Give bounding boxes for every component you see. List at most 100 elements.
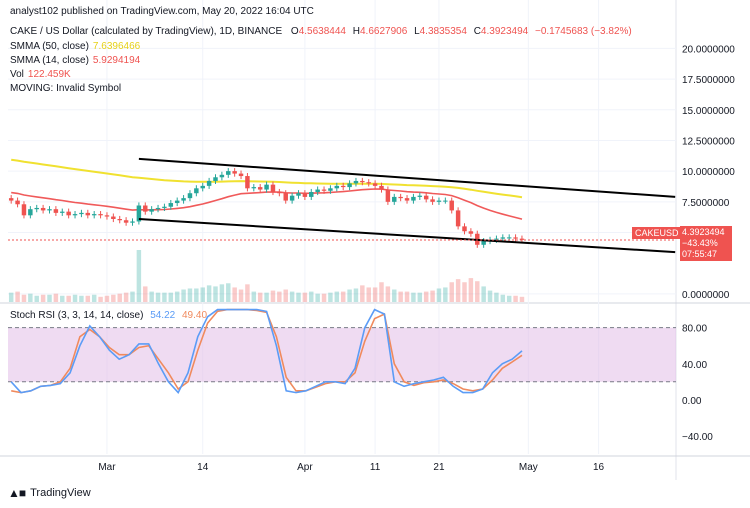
- price-tick-label: 20.0000000: [682, 44, 735, 55]
- instrument-title: CAKE / US Dollar (calculated by TradingV…: [10, 26, 283, 37]
- stoch-tick-label: 80.00: [682, 324, 707, 335]
- candle-body: [289, 195, 295, 201]
- candle-body: [40, 207, 46, 211]
- candle-body: [98, 214, 103, 216]
- volume-bar: [417, 292, 423, 302]
- volume-bar: [257, 292, 263, 302]
- stoch-d-value: 49.40: [182, 310, 208, 321]
- volume-bar: [443, 287, 448, 302]
- candle-body: [206, 180, 212, 186]
- ohlc-change: −0.1745683 (−3.82%): [534, 26, 632, 37]
- volume-bar: [66, 295, 71, 302]
- candle-body: [200, 185, 205, 189]
- volume-bar: [360, 285, 365, 302]
- volume-bar: [187, 288, 193, 302]
- volume-bar: [519, 296, 525, 302]
- candle-body: [143, 205, 148, 212]
- candle-body: [340, 185, 346, 188]
- candle-body: [174, 200, 180, 204]
- candle-body: [194, 188, 199, 194]
- candle-body: [449, 200, 454, 211]
- candle-body: [270, 184, 276, 192]
- volume-bar: [155, 292, 161, 302]
- candle-body: [34, 207, 39, 210]
- volume-bar: [404, 291, 410, 302]
- sma14-value: 5.9294194: [92, 55, 141, 66]
- volume-bar: [309, 291, 314, 302]
- volume-bar: [34, 295, 39, 302]
- volume-bar: [136, 250, 142, 302]
- candle-body: [379, 185, 384, 190]
- moving-label: MOVING: Invalid Symbol: [10, 83, 122, 94]
- candle-body: [213, 177, 218, 181]
- tradingview-logo-icon: ▲■: [8, 486, 26, 500]
- sma50-value: 7.6396466: [92, 41, 141, 52]
- volume-bar: [53, 293, 59, 302]
- volume-bar: [117, 293, 122, 302]
- stoch-tick-label: −40.00: [682, 432, 713, 443]
- candle-body: [385, 189, 391, 202]
- moving-legend[interactable]: MOVING: Invalid Symbol: [10, 83, 121, 94]
- volume-bar: [481, 286, 486, 302]
- volume-bar: [181, 289, 186, 302]
- volume-bar: [430, 290, 435, 302]
- volume-bar: [21, 294, 27, 302]
- time-tick-label: 21: [433, 462, 445, 473]
- candle-body: [8, 198, 14, 201]
- candle-body: [60, 211, 65, 213]
- volume-bar: [462, 282, 467, 302]
- candle-body: [47, 209, 52, 211]
- stoch-legend[interactable]: Stoch RSI (3, 3, 14, 14, close) 54.22 49…: [10, 310, 207, 321]
- lower-channel-line: [138, 218, 676, 254]
- volume-bar: [28, 293, 33, 302]
- candle-body: [168, 203, 174, 207]
- volume-bar: [347, 289, 352, 302]
- ohlc-open-label: O: [290, 26, 299, 37]
- bar-countdown: 07:55:47: [682, 249, 718, 259]
- volume-bar: [398, 291, 403, 302]
- volume-bar: [91, 294, 97, 302]
- candle-body: [366, 182, 371, 184]
- sma14-legend[interactable]: SMMA (14, close) 5.9294194: [10, 55, 140, 66]
- stoch-tick-label: 0.00: [682, 396, 702, 407]
- volume-bar: [315, 293, 320, 302]
- candle-body: [264, 184, 269, 190]
- stoch-k-line: [10, 308, 523, 395]
- stoch-tick-label: 40.00: [682, 360, 707, 371]
- candle-body: [111, 216, 116, 219]
- candle-body: [506, 237, 512, 239]
- volume-bar: [328, 292, 333, 302]
- tradingview-footer[interactable]: ▲■ TradingView: [8, 486, 91, 500]
- candle-body: [500, 237, 506, 239]
- volume-bar: [366, 287, 371, 302]
- candle-body: [494, 238, 499, 240]
- volume-bar: [334, 291, 340, 302]
- footer-brand: TradingView: [30, 487, 91, 499]
- symbol-price-tag: CAKEUSD: [632, 227, 682, 239]
- volume-bar: [385, 286, 391, 302]
- volume-bar: [379, 282, 384, 302]
- volume-bar: [162, 292, 167, 302]
- sma50-legend[interactable]: SMMA (50, close) 7.6396466: [10, 41, 140, 52]
- sma14-label: SMMA (14, close): [10, 55, 89, 66]
- candle-body: [238, 173, 244, 177]
- candle-body: [66, 211, 71, 216]
- candle-body: [417, 195, 423, 197]
- volume-bar: [283, 289, 288, 302]
- volume-bar: [8, 292, 14, 302]
- last-price: 4.3923494: [682, 227, 725, 237]
- volume-bar: [47, 294, 52, 302]
- candle-body: [443, 200, 448, 202]
- candle-body: [123, 220, 129, 223]
- volume-bar: [251, 291, 257, 302]
- volume-bar: [40, 294, 46, 302]
- candle-body: [79, 212, 84, 215]
- price-tick-label: 15.0000000: [682, 106, 735, 117]
- candle-body: [53, 209, 59, 213]
- volume-legend[interactable]: Vol 122.459K: [10, 69, 71, 80]
- candle-body: [15, 200, 20, 205]
- candle-body: [232, 171, 237, 174]
- candle-body: [136, 205, 142, 222]
- candle-body: [353, 180, 359, 184]
